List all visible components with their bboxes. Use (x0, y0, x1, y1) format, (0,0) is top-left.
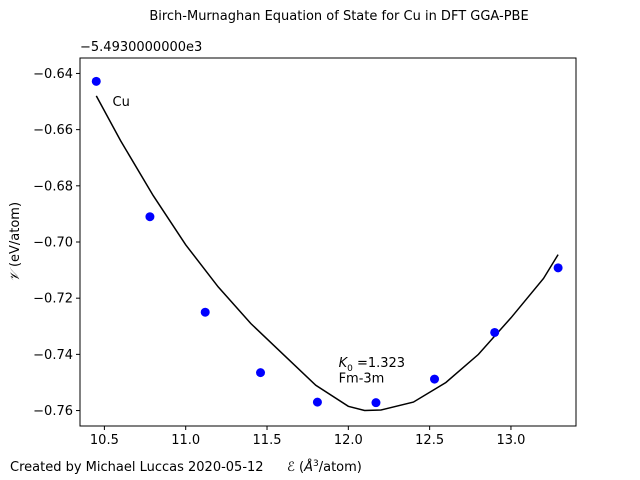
chart-title: Birch-Murnaghan Equation of State for Cu… (149, 9, 528, 24)
y-offset-label: −5.4930000000e3 (80, 40, 202, 55)
y-tick-label: −0.68 (33, 179, 73, 194)
data-point (200, 307, 210, 317)
x-tick-label: 13.0 (496, 433, 525, 448)
fit-curve (95, 95, 559, 412)
annotation-label: Fm-3m (339, 371, 385, 386)
x-axis: 10.5 11.0 11.5 12.0 12.5 13.0 (90, 426, 525, 448)
x-tick-label: 11.5 (253, 433, 282, 448)
y-tick-label: −0.66 (33, 123, 73, 138)
data-point (430, 374, 440, 384)
annotation-label: K0 =1.323 (339, 356, 406, 374)
y-axis: −0.64 −0.66 −0.68 −0.70 −0.72 −0.74 −0.76 (33, 67, 80, 419)
y-tick-label: −0.76 (33, 404, 73, 419)
x-tick-label: 12.0 (334, 433, 363, 448)
x-tick-label: 10.5 (90, 433, 119, 448)
data-point (91, 76, 101, 86)
data-points (91, 76, 563, 408)
y-axis-label: 𝒱 (eV/atom) (8, 202, 23, 282)
x-axis-label: ℰ (Å3/atom) (287, 459, 362, 475)
data-point (312, 397, 322, 407)
x-tick-label: 12.5 (415, 433, 444, 448)
x-tick-label: 11.0 (171, 433, 200, 448)
y-tick-label: −0.70 (33, 236, 73, 251)
data-point (145, 212, 155, 222)
data-point (553, 263, 563, 273)
data-point (371, 398, 381, 408)
credit-text: Created by Michael Luccas 2020-05-12 (10, 460, 264, 475)
y-tick-label: −0.74 (33, 348, 73, 363)
data-point (256, 368, 266, 378)
plot-area (79, 57, 577, 427)
data-point (490, 327, 500, 337)
annotation-label: Cu (113, 95, 130, 110)
y-tick-label: −0.64 (33, 67, 73, 82)
y-tick-label: −0.72 (33, 292, 73, 307)
